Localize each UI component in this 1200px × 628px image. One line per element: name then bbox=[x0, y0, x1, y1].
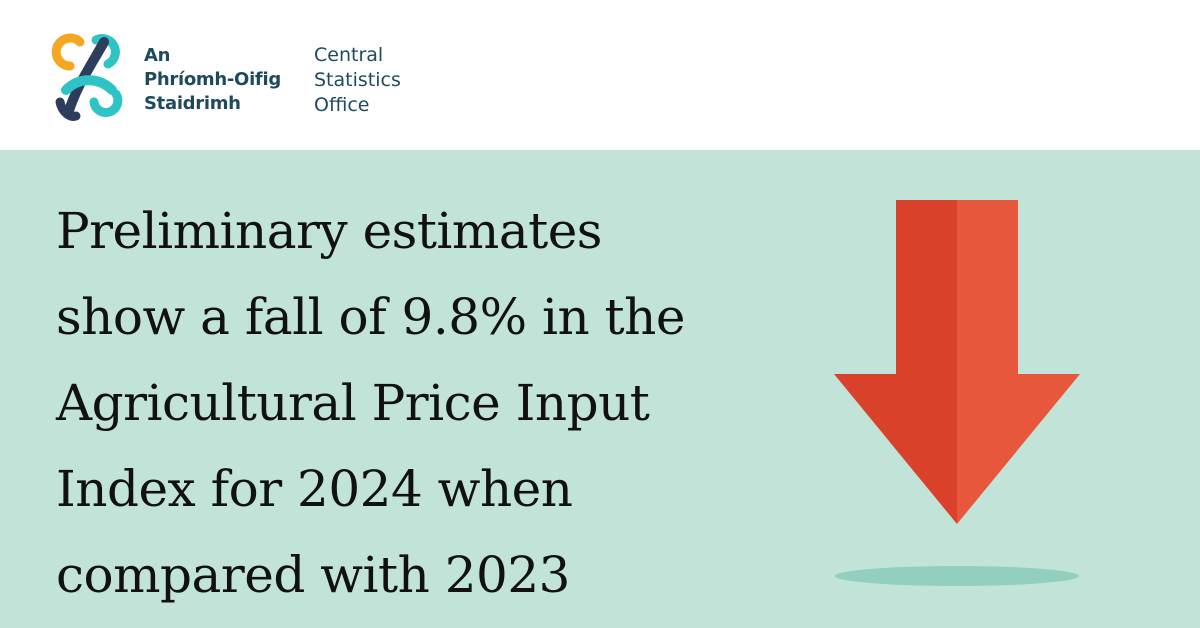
english-name-line-2: Statistics bbox=[314, 69, 401, 91]
down-arrow-icon bbox=[834, 200, 1080, 586]
arrow-right-half bbox=[957, 200, 1080, 524]
cso-logo-icon bbox=[51, 33, 123, 121]
english-name-line-3: Office bbox=[314, 94, 370, 116]
headline-line-2: show a fall of 9.8% in the bbox=[56, 288, 685, 346]
header: An Phríomh-Oifig Staidrimh Central Stati… bbox=[0, 0, 1200, 150]
arrow-left-half bbox=[834, 200, 957, 524]
english-name-line-1: Central bbox=[314, 44, 384, 66]
headline-line-5: compared with 2023 bbox=[56, 546, 570, 604]
headline-line-1: Preliminary estimates bbox=[56, 202, 602, 260]
headline-line-3: Agricultural Price Input bbox=[56, 374, 650, 432]
headline: Preliminary estimates show a fall of 9.8… bbox=[56, 188, 816, 618]
irish-name-line-2: Phríomh-Oifig bbox=[144, 69, 281, 90]
headline-line-4: Index for 2024 when bbox=[56, 460, 573, 518]
irish-organisation-name: An Phríomh-Oifig Staidrimh bbox=[144, 44, 281, 116]
irish-name-line-1: An bbox=[144, 45, 171, 66]
arrow-shadow bbox=[835, 566, 1079, 586]
english-organisation-name: Central Statistics Office bbox=[314, 43, 401, 118]
irish-name-line-3: Staidrimh bbox=[144, 93, 241, 114]
